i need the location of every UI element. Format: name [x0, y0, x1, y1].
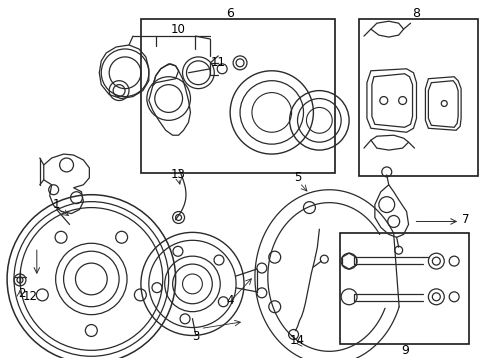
Bar — [359, 19, 478, 176]
Text: 6: 6 — [226, 7, 234, 20]
Text: 4: 4 — [226, 294, 234, 307]
Text: 2: 2 — [18, 287, 25, 300]
Text: 9: 9 — [402, 344, 410, 357]
Text: 11: 11 — [211, 57, 226, 69]
Text: 7: 7 — [463, 213, 470, 226]
Text: 8: 8 — [413, 7, 420, 20]
Bar — [141, 19, 335, 173]
Text: 10: 10 — [171, 23, 186, 36]
Text: 5: 5 — [294, 171, 301, 184]
Text: 3: 3 — [192, 330, 199, 343]
Text: 14: 14 — [290, 334, 305, 347]
Text: 1: 1 — [53, 198, 60, 211]
Bar — [340, 233, 469, 345]
Text: 12: 12 — [23, 290, 37, 303]
Text: 13: 13 — [171, 168, 186, 181]
